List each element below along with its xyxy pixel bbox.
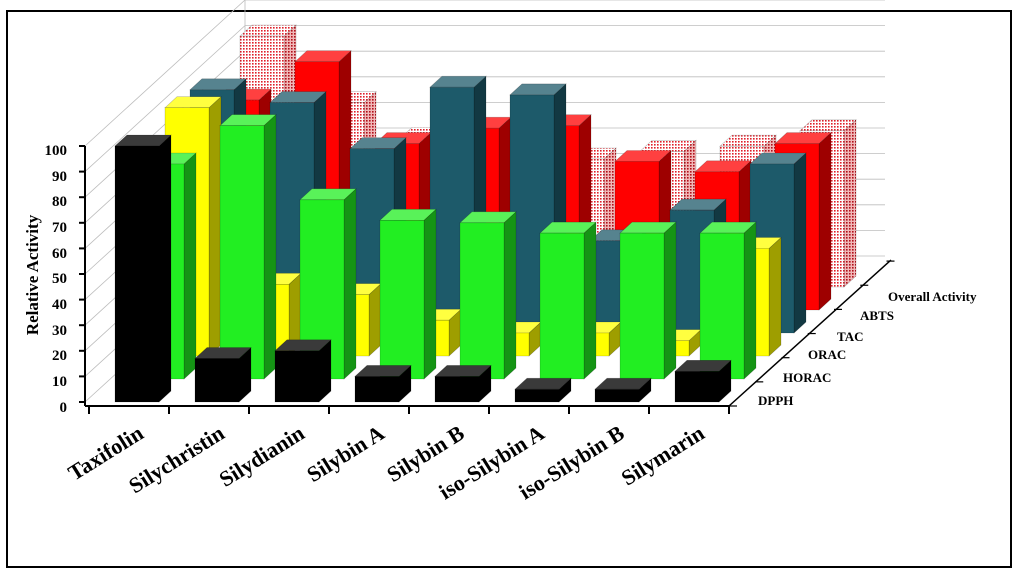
bar-front <box>619 232 665 380</box>
bar-front <box>459 222 505 380</box>
y-axis-label: Relative Activity <box>23 214 42 335</box>
series-label: ORAC <box>808 347 846 362</box>
bar-side <box>843 119 857 288</box>
y-tick-label: 10 <box>52 374 67 390</box>
bar-front <box>699 232 745 380</box>
bar-side <box>183 152 197 380</box>
bar-side <box>368 282 382 357</box>
bar-dpph <box>114 134 172 403</box>
series-label: Overall Activity <box>888 289 977 304</box>
bar-front <box>514 388 560 403</box>
series-label: HORAC <box>783 370 831 385</box>
bar-side <box>818 131 832 311</box>
bar-side <box>263 113 277 380</box>
gridline <box>84 25 885 172</box>
y-tick-label: 30 <box>52 323 67 339</box>
bar-horac <box>539 221 597 380</box>
y-tick-label: 60 <box>52 246 67 262</box>
y-tick-label: 100 <box>45 143 68 159</box>
bar-front <box>379 220 425 380</box>
category-label: Silydianin <box>215 420 309 492</box>
bar-horac <box>379 208 437 380</box>
axes <box>79 145 895 414</box>
bar-side <box>503 211 517 380</box>
depth-axis-labels: DPPH HORAC ORAC TAC ABTS Overall Activit… <box>758 289 977 408</box>
bar-side <box>423 208 437 380</box>
y-tick-label: 70 <box>52 220 67 236</box>
bar-dpph <box>594 377 652 403</box>
bar-side <box>343 188 357 380</box>
bar-front <box>594 388 640 403</box>
y-tick-label: 0 <box>60 400 68 416</box>
bar-side <box>208 96 222 357</box>
bar-dpph <box>674 359 732 403</box>
bar-dpph <box>274 339 332 403</box>
bar-horac <box>459 211 517 380</box>
bar-dpph <box>354 364 412 403</box>
bar-side <box>583 221 597 380</box>
bars <box>114 24 857 403</box>
bar-side <box>158 134 172 403</box>
bar-dpph <box>194 346 252 403</box>
bar-side <box>663 221 677 380</box>
y-tick-label: 80 <box>52 194 67 210</box>
series-label: TAC <box>837 329 863 344</box>
bar-horac <box>619 221 677 380</box>
bar-front <box>194 358 240 403</box>
bar-front <box>219 125 265 380</box>
y-tick-label: 50 <box>52 271 67 287</box>
bar-front <box>539 232 585 380</box>
gridline <box>84 0 885 147</box>
bar-front <box>114 145 160 403</box>
bar-side <box>768 236 782 357</box>
y-tick-label: 20 <box>52 348 67 364</box>
bar-side <box>743 221 757 380</box>
series-label: DPPH <box>758 393 793 408</box>
bar-front <box>674 370 720 403</box>
bar-horac <box>699 221 757 380</box>
category-label: Silymarin <box>617 420 709 490</box>
bar-front <box>274 350 320 403</box>
y-tick-label: 90 <box>52 169 67 185</box>
x-category-labels: Taxifolin Silychristin Silydianin Silybi… <box>64 420 709 505</box>
y-axis-ticks: 0 10 20 30 40 50 60 70 80 90 100 <box>45 143 68 416</box>
bar-front <box>434 376 480 403</box>
bar-dpph <box>434 364 492 403</box>
bar-front <box>354 376 400 403</box>
bar-side <box>793 152 807 334</box>
series-label: ABTS <box>860 308 894 323</box>
category-label: Silybin A <box>302 420 388 487</box>
bar-horac <box>219 113 277 380</box>
bar-dpph <box>514 377 572 403</box>
y-tick-label: 40 <box>52 297 67 313</box>
